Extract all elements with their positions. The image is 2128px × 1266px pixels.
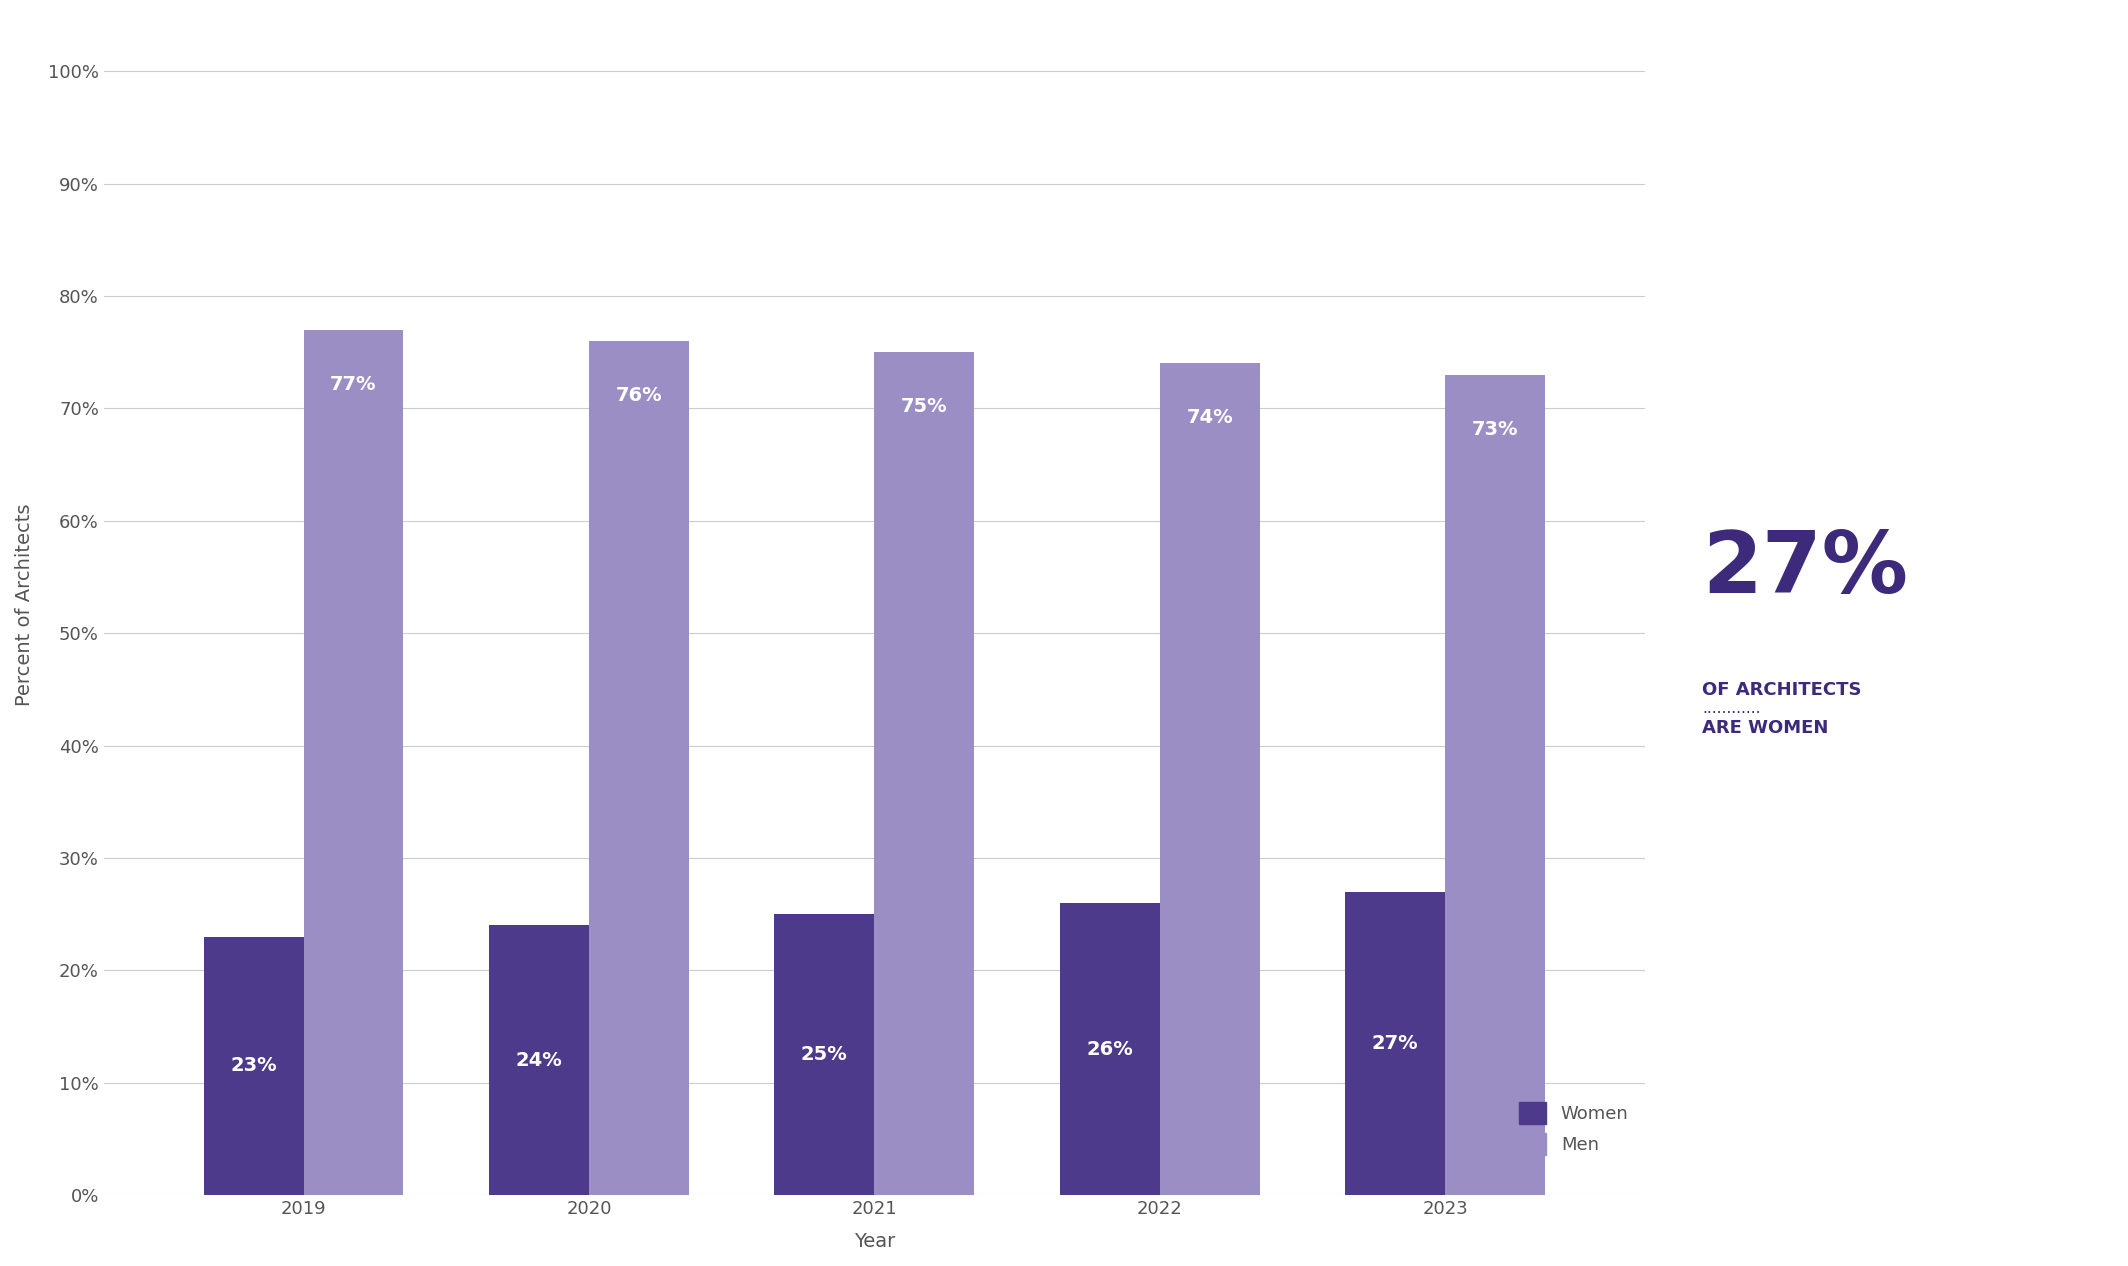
Bar [1345,891,1445,1195]
Text: 27%: 27% [1373,1034,1419,1053]
Bar [1160,363,1260,1195]
Text: OF ARCHITECTS: OF ARCHITECTS [1702,681,1862,699]
Bar [1445,375,1545,1195]
Text: 27%: 27% [1702,528,1909,611]
Text: 75%: 75% [900,398,947,417]
Bar [875,352,975,1195]
Text: 25%: 25% [800,1046,847,1065]
Text: 76%: 76% [615,386,662,405]
Text: 74%: 74% [1185,409,1232,428]
Text: 77%: 77% [330,375,377,394]
Bar [489,925,589,1195]
Bar [304,329,404,1195]
Text: 24%: 24% [515,1051,562,1070]
Bar [1060,903,1160,1195]
Text: 26%: 26% [1087,1039,1132,1058]
X-axis label: Year: Year [853,1232,896,1251]
Legend: Women, Men: Women, Men [1513,1095,1636,1162]
Bar [589,341,689,1195]
Bar [775,914,875,1195]
Y-axis label: Percent of Architects: Percent of Architects [15,504,34,706]
Text: 73%: 73% [1473,419,1517,438]
Text: ARE WOMEN: ARE WOMEN [1702,719,1828,737]
Text: 23%: 23% [230,1057,277,1076]
Bar [204,937,304,1195]
Text: ............: ............ [1702,701,1760,717]
